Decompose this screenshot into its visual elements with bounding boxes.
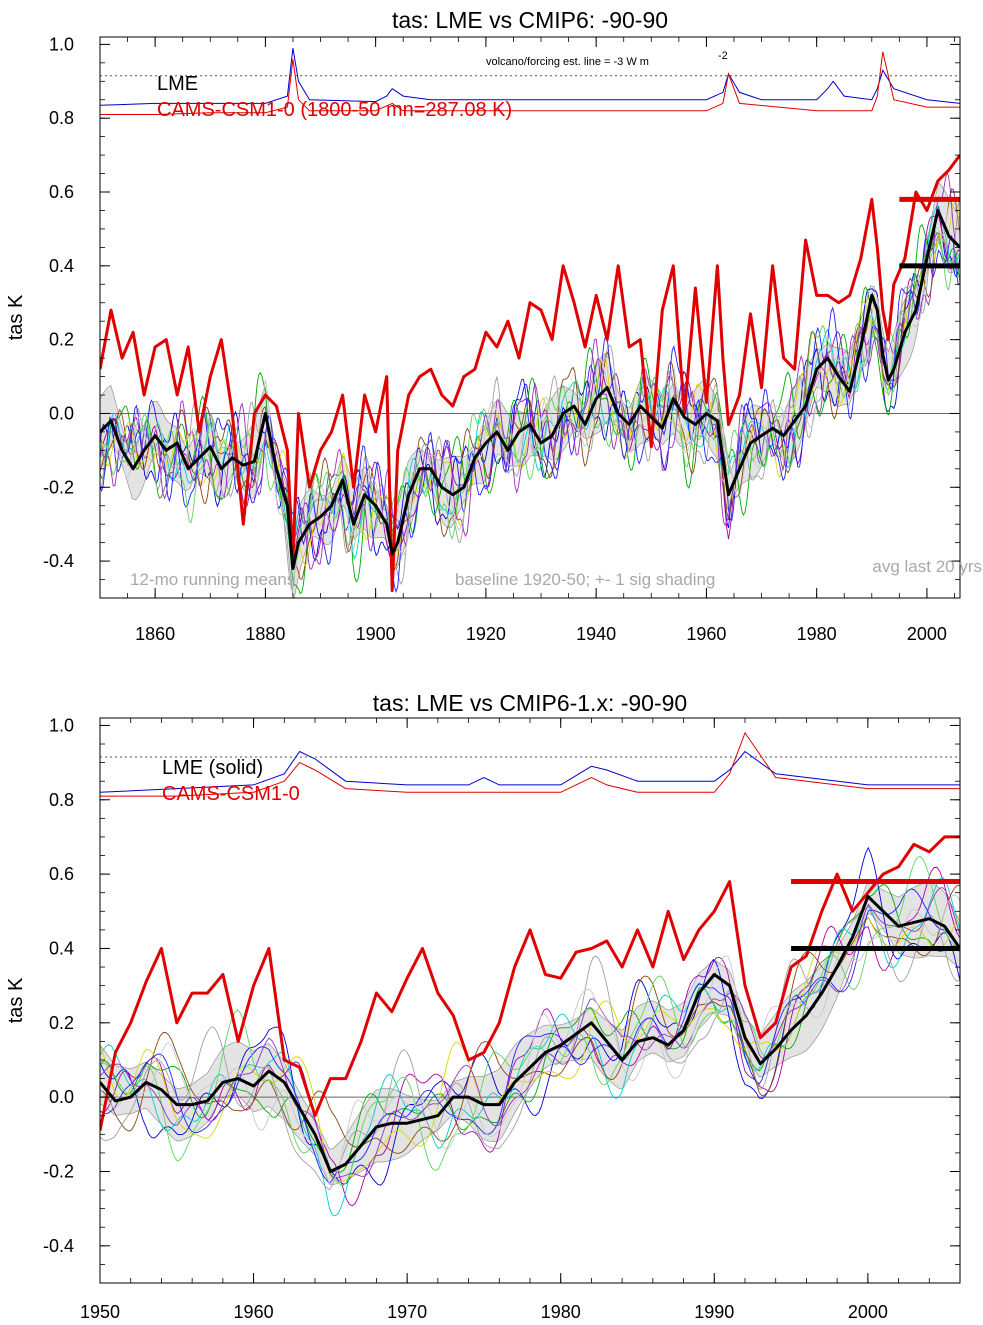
y-tick-label: 0.6 <box>49 864 74 884</box>
x-tick-label: 2000 <box>907 624 947 644</box>
x-tick-label: 1860 <box>135 624 175 644</box>
x-tick-label: 1980 <box>797 624 837 644</box>
ensemble-member-line <box>100 888 960 1184</box>
sigma-shading <box>100 881 960 1186</box>
ensemble-member-line <box>100 887 960 1179</box>
y-tick-label: 0.8 <box>49 108 74 128</box>
y-tick-label: -0.4 <box>43 551 74 571</box>
x-tick-label: 1920 <box>466 624 506 644</box>
chart-title: tas: LME vs CMIP6: -90-90 <box>392 7 668 33</box>
forcing-annotation: volcano/forcing est. line = -3 W m <box>486 56 649 68</box>
y-tick-label: 0.4 <box>49 938 74 958</box>
ensemble-member-line <box>100 846 960 1186</box>
running-mean-note: 12-mo running means <box>130 570 295 589</box>
chart-panel-top: tas: LME vs CMIP6: -90-90 tas K 1.0 0.8 0.6 0… <box>5 7 982 644</box>
ensemble-member-line <box>100 171 960 570</box>
legend-cams: CAMS-CSM1-0 <box>162 783 300 805</box>
x-tick-label: 1950 <box>80 1302 120 1322</box>
y-tick-label: -0.2 <box>43 477 74 497</box>
avg-last-20yrs-note: avg last 20 yrs <box>872 557 982 576</box>
ensemble-member-line <box>100 884 960 1173</box>
ensemble-member-line <box>100 867 960 1207</box>
ensemble-member-line <box>100 855 960 1186</box>
forcing-estimate-line <box>100 51 960 115</box>
y-tick-label: -0.2 <box>43 1161 74 1181</box>
ensemble-member-line <box>100 188 960 580</box>
plot-area <box>100 48 960 598</box>
y-tick-label: 0.4 <box>49 256 74 276</box>
x-tick-label: 1940 <box>576 624 616 644</box>
x-tick-label: 2000 <box>848 1302 888 1322</box>
x-tick-label: 1980 <box>541 1302 581 1322</box>
forcing-estimate-line <box>100 750 960 793</box>
legend-cams: CAMS-CSM1-0 (1800-50 mn=287.08 K) <box>157 99 512 121</box>
legend-lme: LME <box>157 73 198 95</box>
plot-frame <box>99 36 961 599</box>
ensemble-member-line <box>100 905 960 1191</box>
y-axis-label: tas K <box>5 977 27 1023</box>
x-tick-label: 1970 <box>387 1302 427 1322</box>
forcing-estimate-line <box>100 48 960 106</box>
y-tick-label: 0.8 <box>49 790 74 810</box>
legend-lme: LME (solid) <box>162 757 263 779</box>
cams-series-line <box>100 154 960 593</box>
ensemble-member-line <box>100 232 960 570</box>
y-tick-label: -0.4 <box>43 1236 74 1256</box>
x-tick-label: 1900 <box>356 624 396 644</box>
ensemble-member-line <box>100 196 960 578</box>
y-tick-label: 0.6 <box>49 182 74 202</box>
y-axis-label: tas K <box>5 294 27 340</box>
chart-title: tas: LME vs CMIP6-1.x: -90-90 <box>373 690 687 716</box>
x-tick-label: 1960 <box>234 1302 274 1322</box>
lme-mean-line <box>100 209 960 570</box>
ensemble-member-line <box>100 196 960 592</box>
cams-series-line <box>100 835 960 1131</box>
y-tick-label: 0.0 <box>49 1087 74 1107</box>
chart-panel-bottom: tas: LME vs CMIP6-1.x: -90-90 tas K 1.0 0.8… <box>5 690 961 1322</box>
forcing-estimate-line <box>100 731 960 797</box>
x-tick-label: 1880 <box>245 624 285 644</box>
y-tick-label: 0.2 <box>49 330 74 350</box>
baseline-note: baseline 1920-50; +- 1 sig shading <box>455 570 715 589</box>
plot-area <box>100 731 960 1217</box>
y-tick-label: 1.0 <box>49 34 74 54</box>
y-tick-label: 0.0 <box>49 403 74 423</box>
ensemble-member-line <box>100 894 960 1185</box>
x-tick-label: 1960 <box>686 624 726 644</box>
y-tick-label: 0.2 <box>49 1013 74 1033</box>
x-tick-label: 1990 <box>694 1302 734 1322</box>
forcing-annotation-superscript: -2 <box>718 50 728 62</box>
y-tick-label: 1.0 <box>49 715 74 735</box>
lme-mean-line <box>100 894 960 1173</box>
ensemble-member-line <box>100 223 960 595</box>
ensemble-member-line <box>100 885 960 1154</box>
